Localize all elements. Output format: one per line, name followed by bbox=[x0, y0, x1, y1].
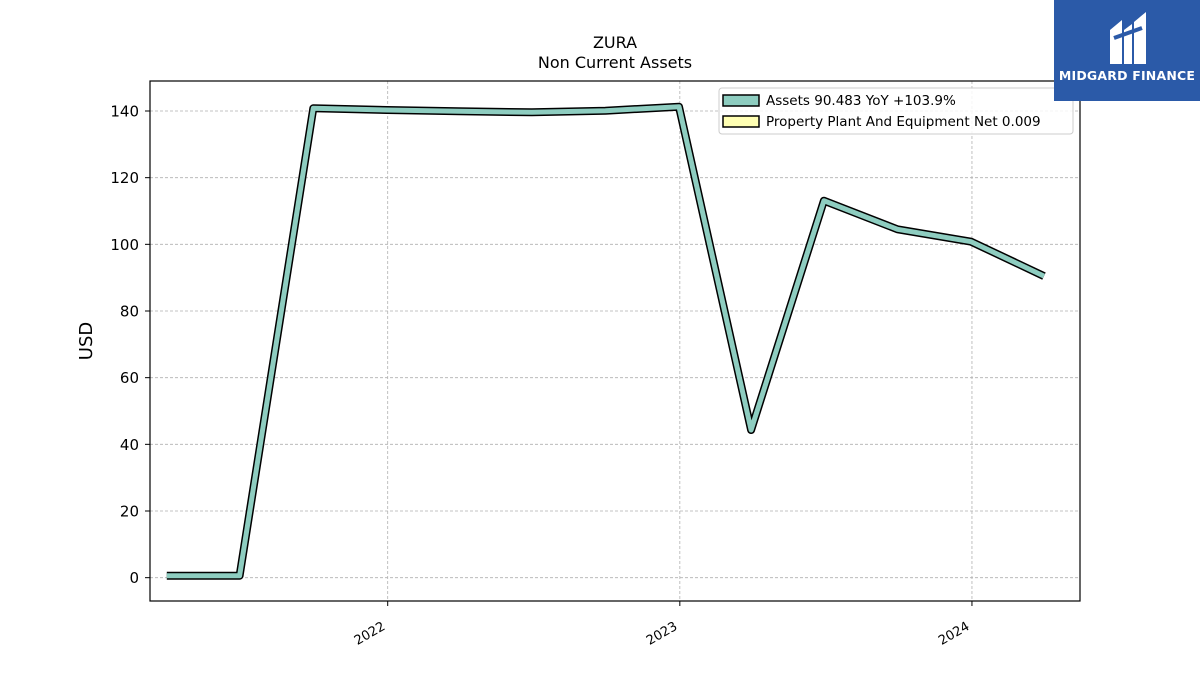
y-axis-label: USD bbox=[76, 322, 97, 360]
x-tick-label: 2023 bbox=[644, 619, 680, 649]
chart-title: ZURA bbox=[592, 33, 638, 52]
legend-swatch bbox=[722, 115, 760, 128]
plot-area-frame bbox=[149, 80, 1081, 602]
legend-swatch bbox=[722, 94, 760, 107]
y-tick-label: 0 bbox=[129, 569, 139, 587]
brand-logo: MIDGARD FINANCE bbox=[1054, 0, 1200, 101]
logo-mark-icon bbox=[1110, 12, 1146, 64]
y-tick-label: 140 bbox=[110, 103, 139, 121]
y-tick-label: 80 bbox=[120, 303, 139, 321]
y-tick-label: 120 bbox=[110, 169, 139, 187]
series-line bbox=[166, 104, 1046, 579]
legend: Assets 90.483 YoY +103.9% Property Plant … bbox=[718, 87, 1074, 135]
y-tick-label: 20 bbox=[120, 503, 139, 521]
grid bbox=[150, 81, 1080, 601]
y-tick-label: 60 bbox=[120, 369, 139, 387]
y-tick-label: 40 bbox=[120, 436, 139, 454]
y-tick-label: 100 bbox=[110, 236, 139, 254]
logo-text: MIDGARD FINANCE bbox=[1058, 68, 1196, 83]
legend-label: Assets 90.483 YoY +103.9% bbox=[766, 93, 956, 109]
x-tick-label: 2024 bbox=[936, 619, 972, 649]
legend-label: Property Plant And Equipment Net 0.009 bbox=[766, 114, 1041, 130]
x-tick-label: 2022 bbox=[352, 619, 388, 649]
series bbox=[166, 102, 1046, 580]
chart-subtitle: Non Current Assets bbox=[537, 53, 693, 72]
series-line-outline bbox=[166, 102, 1046, 580]
legend-box bbox=[718, 87, 1074, 135]
